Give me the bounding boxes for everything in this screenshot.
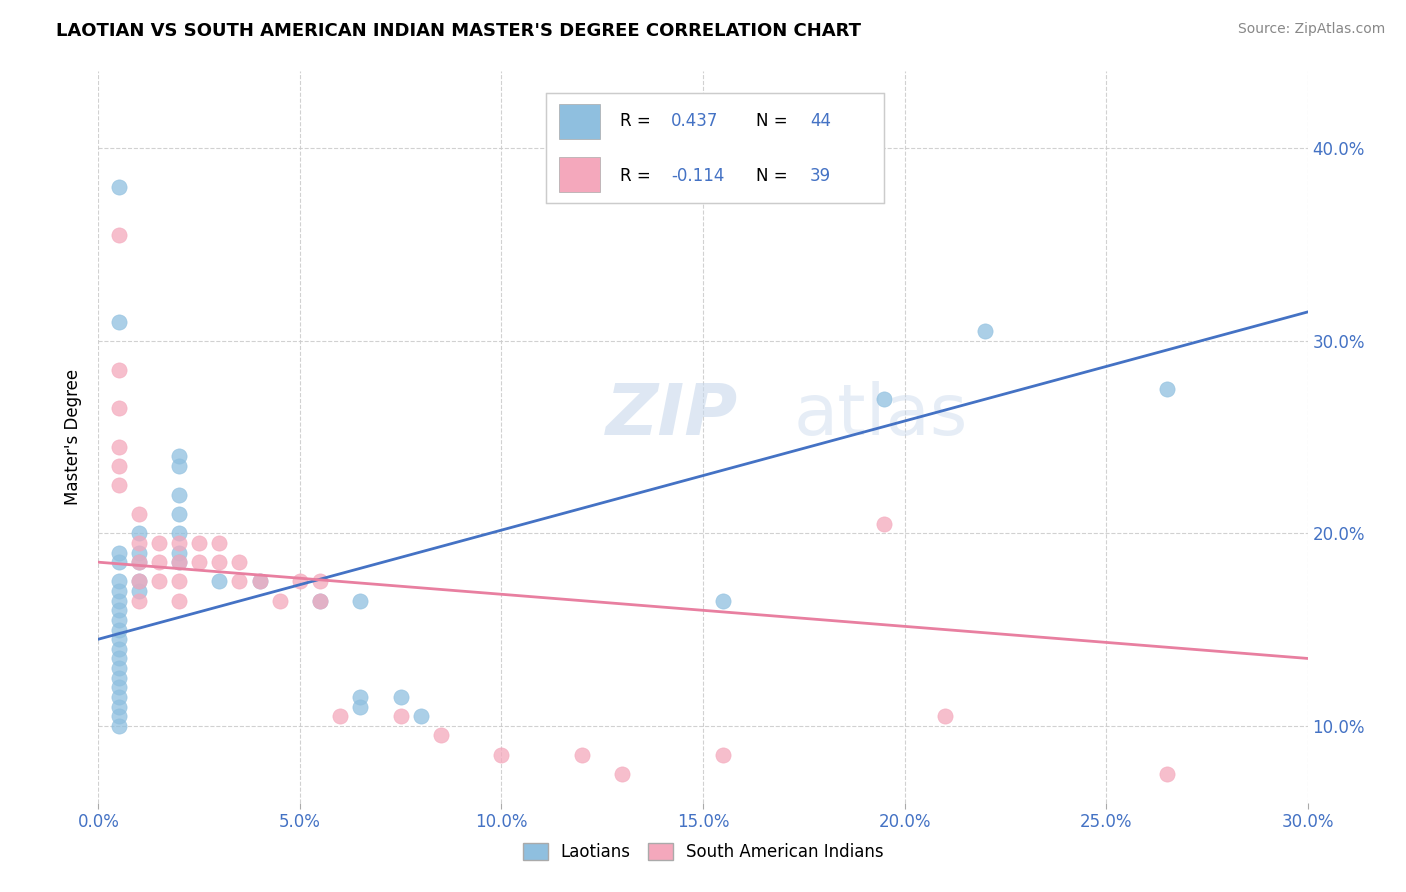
Point (148, 555, 170, 569)
Point (128, 574, 150, 589)
Point (167, 488, 190, 502)
Point (228, 555, 250, 569)
Point (107, 574, 129, 589)
Point (107, 315, 129, 329)
Point (107, 545, 129, 559)
Point (612, 767, 634, 781)
Point (167, 526, 190, 541)
Text: LAOTIAN VS SOUTH AMERICAN INDIAN MASTER'S DEGREE CORRELATION CHART: LAOTIAN VS SOUTH AMERICAN INDIAN MASTER'… (56, 22, 862, 40)
Point (107, 401, 129, 416)
Point (167, 507, 190, 521)
Point (128, 545, 150, 559)
Point (107, 593, 129, 607)
Text: atlas: atlas (793, 381, 969, 450)
Point (167, 555, 190, 569)
Point (269, 593, 291, 607)
Point (107, 699, 129, 714)
Point (148, 574, 170, 589)
Point (309, 593, 332, 607)
Point (128, 574, 150, 589)
Point (107, 661, 129, 675)
Point (389, 709, 412, 723)
Point (974, 324, 997, 338)
Point (167, 450, 190, 464)
Point (107, 603, 129, 617)
Point (711, 593, 734, 607)
Text: ZIP: ZIP (606, 381, 738, 450)
Point (571, 747, 593, 762)
Text: Source: ZipAtlas.com: Source: ZipAtlas.com (1237, 22, 1385, 37)
Point (148, 536, 170, 550)
Point (349, 690, 371, 704)
Point (389, 690, 412, 704)
Point (711, 747, 734, 762)
Point (249, 574, 271, 589)
Y-axis label: Master's Degree: Master's Degree (65, 369, 83, 505)
Point (107, 719, 129, 733)
Point (107, 641, 129, 656)
Point (167, 536, 190, 550)
Point (188, 536, 211, 550)
Point (107, 440, 129, 454)
Point (107, 179, 129, 194)
Point (107, 690, 129, 704)
Point (167, 545, 190, 559)
Point (1156, 382, 1178, 396)
Point (188, 555, 211, 569)
Point (208, 536, 231, 550)
Point (228, 574, 250, 589)
Point (107, 613, 129, 627)
Point (107, 671, 129, 685)
Point (167, 593, 190, 607)
Point (430, 728, 453, 742)
Point (107, 458, 129, 473)
Point (349, 699, 371, 714)
Point (107, 362, 129, 376)
Point (309, 593, 332, 607)
Point (107, 555, 129, 569)
Point (128, 507, 150, 521)
Point (934, 709, 956, 723)
Point (167, 574, 190, 589)
Point (288, 574, 311, 589)
Point (873, 516, 896, 531)
Point (349, 593, 371, 607)
Point (107, 623, 129, 637)
Point (107, 681, 129, 695)
Point (107, 584, 129, 599)
Point (309, 574, 332, 589)
Point (107, 227, 129, 242)
Point (107, 709, 129, 723)
Point (167, 555, 190, 569)
Point (329, 709, 352, 723)
Point (128, 593, 150, 607)
Point (107, 651, 129, 665)
Point (1156, 767, 1178, 781)
Point (107, 632, 129, 647)
Point (491, 747, 513, 762)
Legend: Laotians, South American Indians: Laotians, South American Indians (516, 836, 890, 868)
Point (107, 478, 129, 492)
Point (409, 709, 432, 723)
Point (208, 574, 231, 589)
Point (208, 555, 231, 569)
Point (873, 392, 896, 406)
Point (128, 555, 150, 569)
Point (249, 574, 271, 589)
Point (167, 458, 190, 473)
Point (128, 555, 150, 569)
Point (128, 584, 150, 599)
Point (128, 536, 150, 550)
Point (128, 526, 150, 541)
